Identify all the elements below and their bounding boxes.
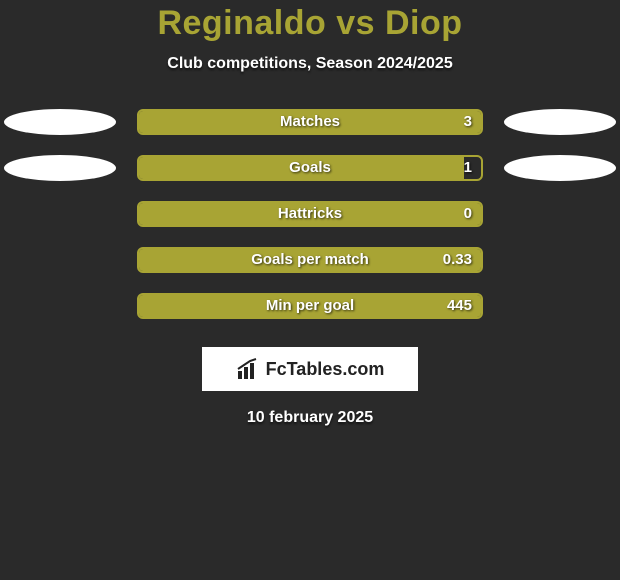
stat-bar: [137, 293, 483, 319]
stat-bar: [137, 109, 483, 135]
date-text: 10 february 2025: [0, 409, 620, 427]
player-left-marker: [4, 155, 116, 181]
brand-badge: FcTables.com: [202, 347, 418, 391]
stat-bar-fill: [139, 203, 481, 225]
brand-text: FcTables.com: [266, 359, 385, 380]
player-right-marker: [504, 109, 616, 135]
brand-bars-icon: [236, 357, 260, 381]
stat-bar-fill: [139, 295, 481, 317]
stat-bar-fill: [139, 249, 481, 271]
stat-bar: [137, 155, 483, 181]
subtitle: Club competitions, Season 2024/2025: [0, 55, 620, 73]
page-title: Reginaldo vs Diop: [0, 4, 620, 43]
player-left-marker: [4, 109, 116, 135]
comparison-card: Reginaldo vs Diop Club competitions, Sea…: [0, 0, 620, 427]
stat-row: Matches3: [0, 109, 620, 135]
stat-rows: Matches3 Goals1 Hattricks0 Goals per match0…: [0, 109, 620, 319]
stat-row: Goals per match0.33: [0, 247, 620, 273]
stat-row: Hattricks0: [0, 201, 620, 227]
stat-row: Goals1: [0, 155, 620, 181]
stat-row: Min per goal445: [0, 293, 620, 319]
stat-bar-fill: [139, 157, 464, 179]
stat-bar: [137, 201, 483, 227]
player-right-marker: [504, 155, 616, 181]
stat-bar: [137, 247, 483, 273]
stat-bar-fill: [139, 111, 481, 133]
